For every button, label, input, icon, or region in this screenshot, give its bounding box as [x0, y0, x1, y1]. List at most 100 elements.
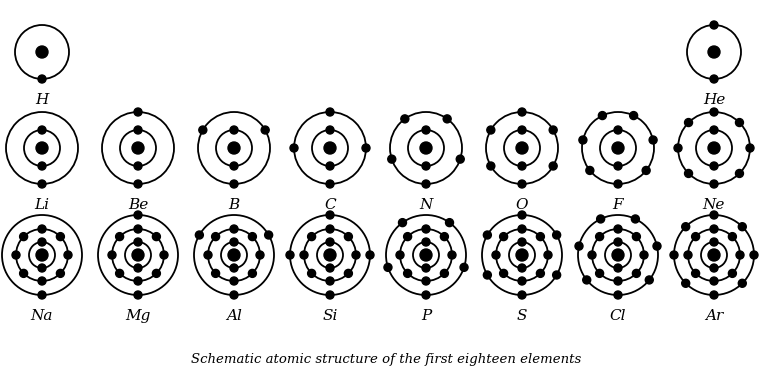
Circle shape: [492, 251, 500, 259]
Circle shape: [38, 180, 46, 188]
Circle shape: [422, 264, 430, 272]
Circle shape: [152, 232, 160, 241]
Circle shape: [685, 170, 693, 177]
Circle shape: [614, 162, 622, 170]
Circle shape: [736, 251, 744, 259]
Circle shape: [396, 251, 404, 259]
Circle shape: [710, 108, 718, 116]
Circle shape: [598, 112, 606, 120]
Circle shape: [345, 269, 352, 278]
Circle shape: [420, 249, 432, 261]
Circle shape: [230, 277, 238, 285]
Circle shape: [575, 242, 583, 250]
Circle shape: [614, 126, 622, 134]
Text: P: P: [421, 309, 431, 323]
Circle shape: [518, 264, 526, 272]
Circle shape: [443, 115, 451, 123]
Circle shape: [308, 269, 315, 278]
Circle shape: [710, 75, 718, 83]
Circle shape: [708, 142, 720, 154]
Circle shape: [653, 242, 661, 250]
Circle shape: [596, 269, 604, 278]
Circle shape: [685, 118, 693, 126]
Circle shape: [586, 166, 594, 174]
Circle shape: [422, 126, 430, 134]
Circle shape: [516, 142, 528, 154]
Circle shape: [212, 269, 220, 278]
Circle shape: [612, 142, 624, 154]
Circle shape: [134, 180, 142, 188]
Circle shape: [642, 166, 650, 174]
Circle shape: [324, 249, 336, 261]
Circle shape: [134, 108, 142, 116]
Circle shape: [132, 249, 144, 261]
Circle shape: [710, 291, 718, 299]
Circle shape: [56, 269, 64, 278]
Circle shape: [649, 136, 657, 144]
Circle shape: [632, 269, 640, 278]
Circle shape: [132, 142, 144, 154]
Circle shape: [38, 264, 46, 272]
Circle shape: [230, 126, 238, 134]
Circle shape: [536, 232, 544, 241]
Circle shape: [19, 232, 28, 241]
Circle shape: [326, 264, 334, 272]
Circle shape: [326, 225, 334, 233]
Circle shape: [445, 219, 454, 226]
Circle shape: [728, 232, 737, 241]
Circle shape: [710, 21, 718, 29]
Text: S: S: [516, 309, 527, 323]
Circle shape: [536, 269, 544, 278]
Circle shape: [735, 118, 744, 126]
Circle shape: [134, 291, 142, 299]
Circle shape: [261, 126, 269, 134]
Circle shape: [518, 108, 526, 116]
Circle shape: [544, 251, 552, 259]
Circle shape: [256, 251, 264, 259]
Circle shape: [750, 251, 758, 259]
Circle shape: [384, 263, 392, 272]
Circle shape: [290, 144, 298, 152]
Circle shape: [230, 162, 238, 170]
Circle shape: [326, 180, 334, 188]
Circle shape: [710, 180, 718, 188]
Circle shape: [36, 46, 48, 58]
Circle shape: [308, 232, 315, 241]
Circle shape: [230, 225, 238, 233]
Circle shape: [738, 223, 746, 231]
Circle shape: [134, 277, 142, 285]
Circle shape: [248, 232, 257, 241]
Circle shape: [230, 291, 238, 299]
Circle shape: [738, 279, 746, 287]
Circle shape: [404, 232, 411, 241]
Circle shape: [399, 219, 407, 226]
Circle shape: [441, 269, 448, 278]
Circle shape: [632, 215, 639, 223]
Circle shape: [422, 180, 430, 188]
Circle shape: [401, 115, 409, 123]
Circle shape: [553, 231, 560, 239]
Circle shape: [441, 232, 448, 241]
Circle shape: [38, 225, 46, 233]
Circle shape: [38, 238, 46, 246]
Circle shape: [134, 225, 142, 233]
Circle shape: [710, 211, 718, 219]
Circle shape: [326, 162, 334, 170]
Circle shape: [460, 263, 468, 272]
Circle shape: [518, 126, 526, 134]
Circle shape: [682, 223, 690, 231]
Circle shape: [710, 264, 718, 272]
Circle shape: [518, 180, 526, 188]
Circle shape: [134, 162, 142, 170]
Circle shape: [324, 142, 336, 154]
Text: C: C: [324, 198, 335, 212]
Circle shape: [710, 126, 718, 134]
Circle shape: [518, 211, 526, 219]
Circle shape: [597, 215, 604, 223]
Circle shape: [108, 251, 116, 259]
Text: Be: Be: [128, 198, 148, 212]
Circle shape: [326, 108, 334, 116]
Circle shape: [420, 142, 432, 154]
Circle shape: [632, 232, 640, 241]
Text: Mg: Mg: [125, 309, 151, 323]
